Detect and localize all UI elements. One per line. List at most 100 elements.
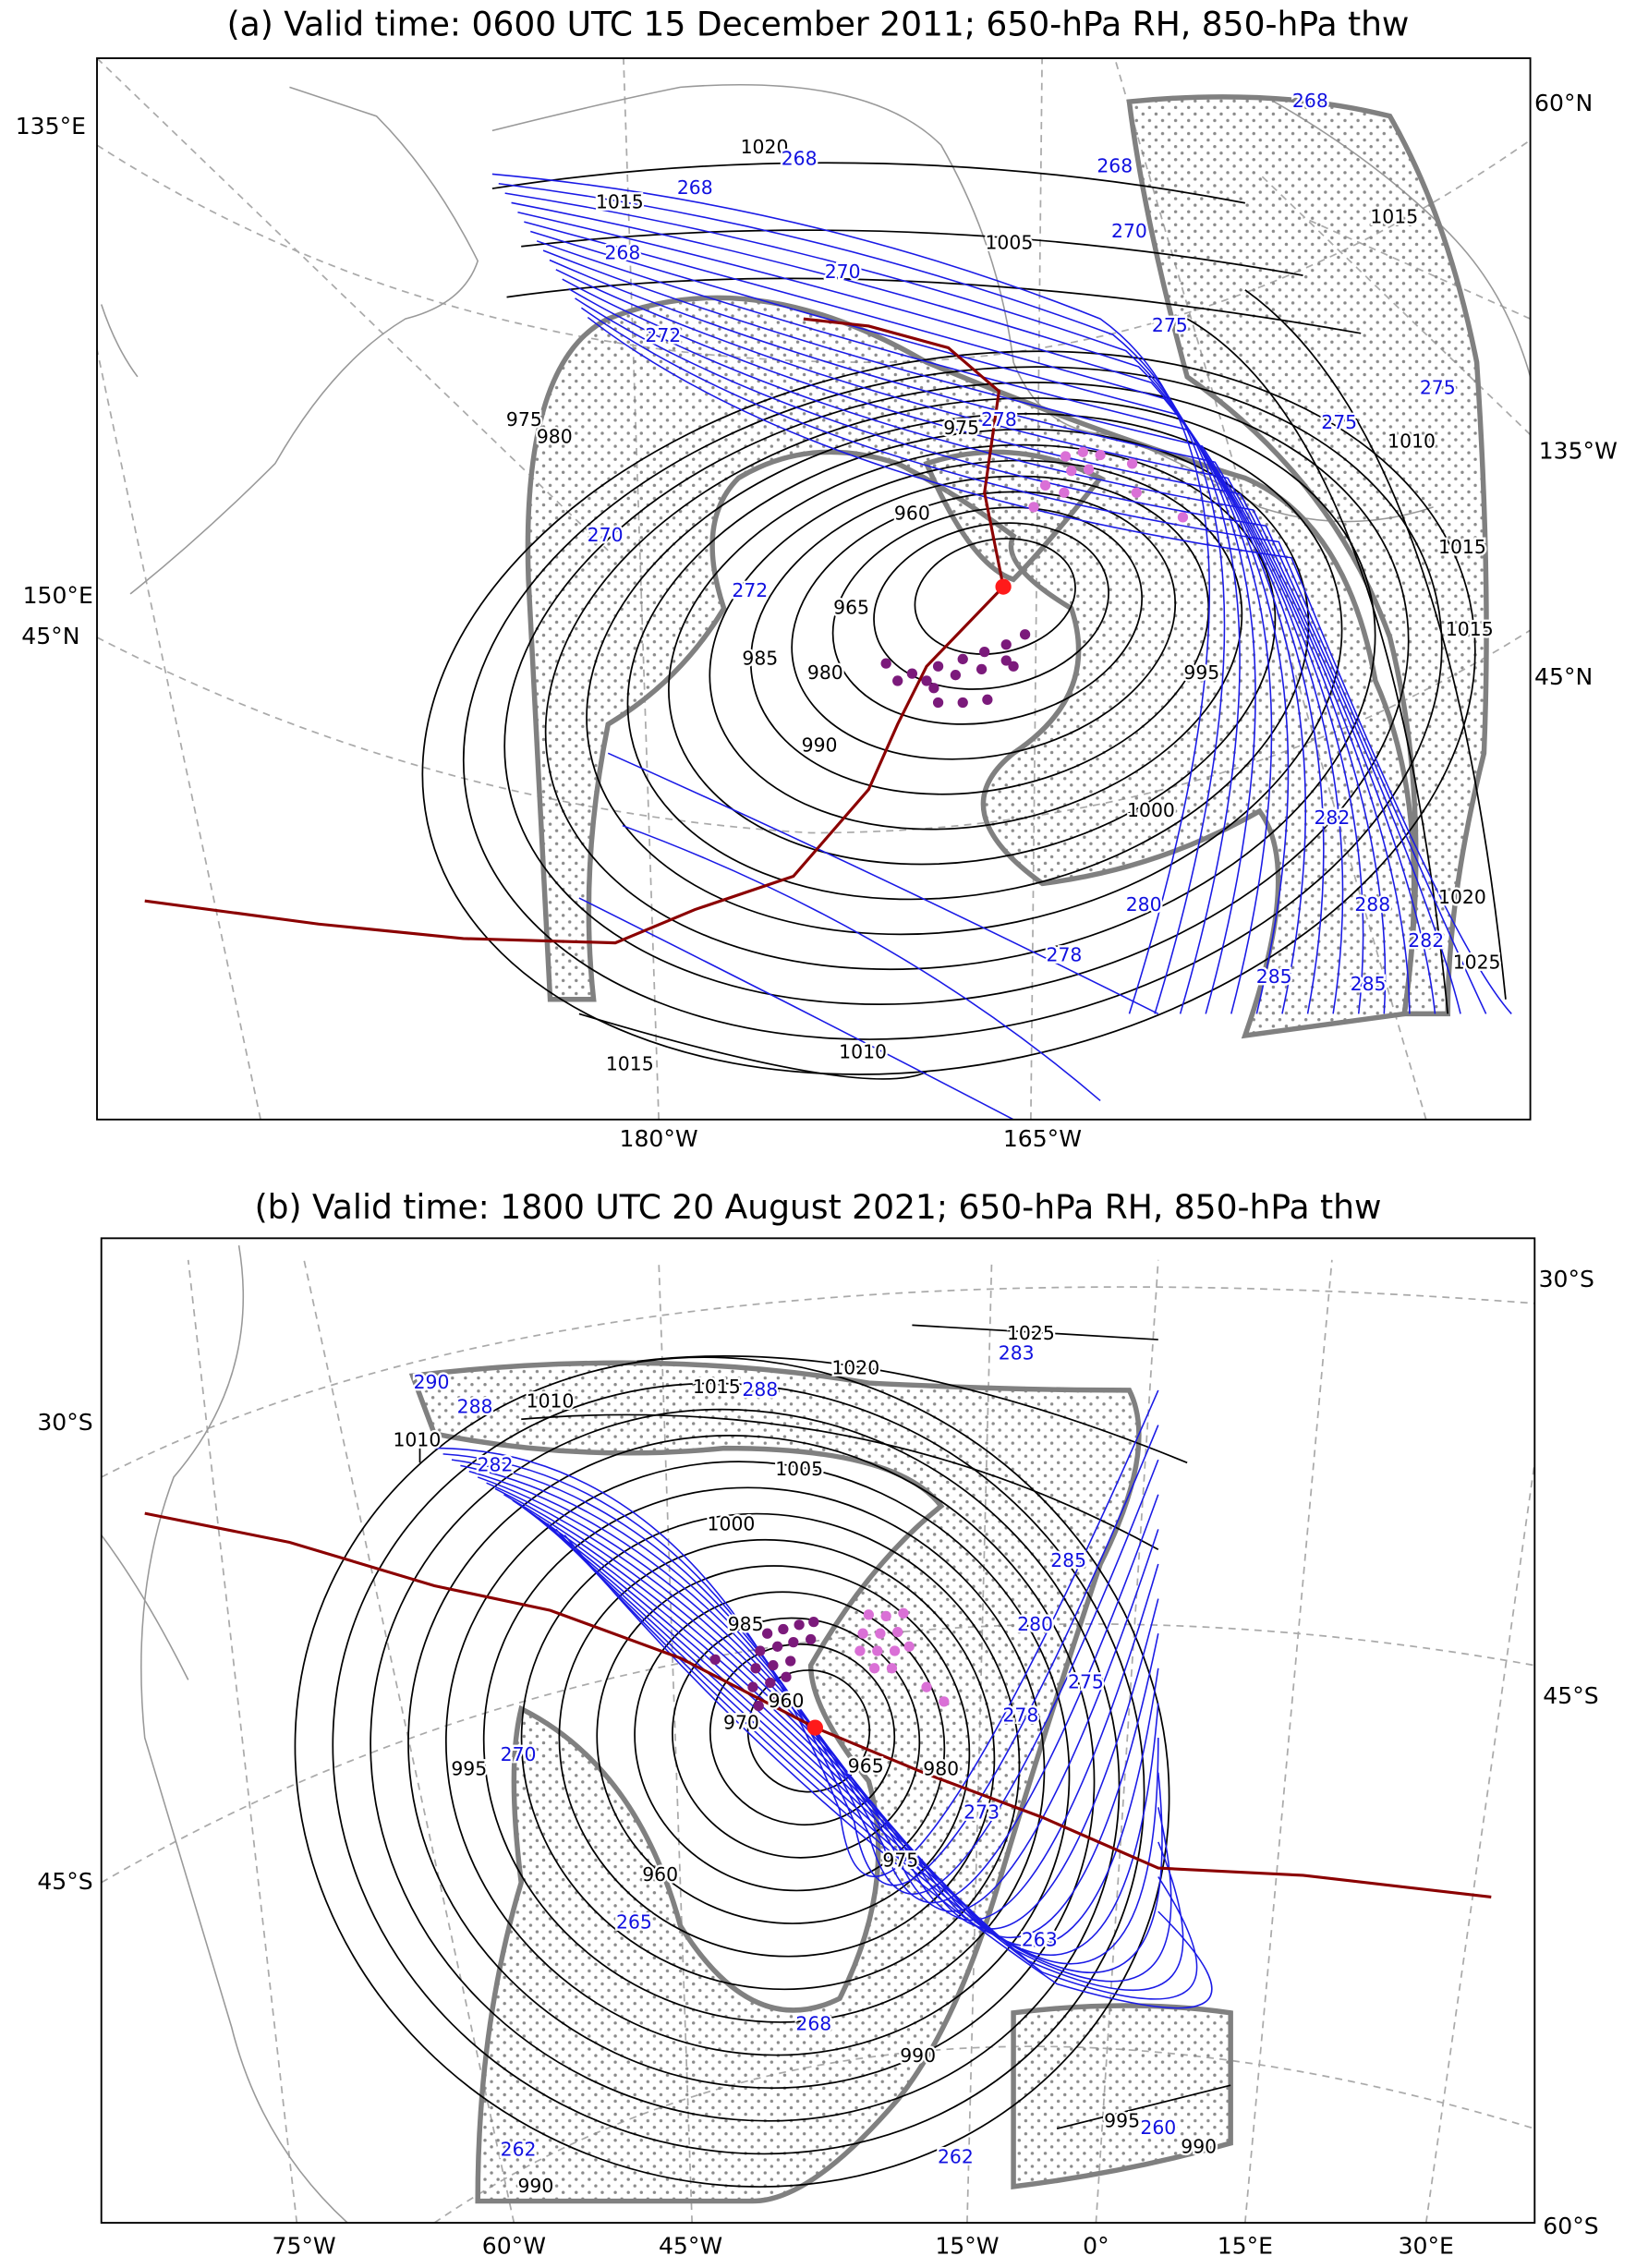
observation-dot bbox=[806, 1633, 817, 1645]
isobar bbox=[491, 162, 1246, 204]
rh-contour bbox=[1011, 2003, 1233, 2190]
observation-dot bbox=[868, 1663, 880, 1674]
lat-lon-label: 45°W bbox=[659, 2233, 722, 2260]
graticule-line bbox=[303, 1259, 515, 2224]
lat-lon-label: 15°W bbox=[935, 2233, 999, 2260]
observation-dot bbox=[1095, 449, 1106, 461]
thw-contour bbox=[503, 1494, 1159, 1947]
lat-lon-label: 30°S bbox=[1539, 1266, 1594, 1292]
observation-dot bbox=[892, 1626, 903, 1638]
isobar-label: 1015 bbox=[1438, 536, 1486, 558]
thw-label: 285 bbox=[1256, 965, 1292, 988]
isobar-label: 970 bbox=[723, 1711, 759, 1733]
lat-lon-label: 45°N bbox=[21, 623, 79, 649]
graticule-line bbox=[97, 346, 261, 1120]
observation-dot bbox=[1126, 458, 1138, 469]
thw-label: 268 bbox=[782, 148, 818, 170]
isobar-label: 985 bbox=[728, 1613, 764, 1635]
thw-label: 282 bbox=[1408, 929, 1444, 952]
thw-contour bbox=[511, 201, 1256, 1014]
thw-contour bbox=[555, 1528, 1198, 2000]
isobar-label: 975 bbox=[943, 417, 979, 439]
isobar bbox=[672, 1617, 921, 1859]
observation-dot bbox=[950, 670, 962, 681]
observation-dot bbox=[921, 675, 932, 686]
lat-lon-label: 135°E bbox=[16, 113, 86, 139]
isobar bbox=[544, 397, 1376, 971]
isobar bbox=[332, 1382, 1145, 2155]
observation-dot bbox=[765, 1677, 776, 1689]
isobar-label: 990 bbox=[517, 2175, 553, 2197]
observation-dot bbox=[1177, 512, 1189, 523]
thw-contour bbox=[442, 1425, 1159, 1886]
isobar-label: 995 bbox=[451, 1758, 487, 1780]
observation-dot bbox=[957, 697, 968, 709]
thw-label: 288 bbox=[742, 1378, 778, 1401]
isobar-label: 980 bbox=[807, 661, 843, 684]
lat-lon-label: 165°W bbox=[1003, 1125, 1082, 1152]
panel-b-map bbox=[101, 1245, 1535, 2224]
isobar-label: 1020 bbox=[1438, 886, 1486, 908]
isobar-label: 990 bbox=[1181, 2136, 1217, 2158]
isobar-label: 975 bbox=[506, 408, 542, 431]
graticule-line bbox=[1424, 1462, 1535, 2224]
graticule-line bbox=[187, 1259, 298, 2224]
thw-contour bbox=[568, 287, 1436, 1014]
thw-label: 270 bbox=[1111, 220, 1147, 242]
isobar-label: 1010 bbox=[1388, 430, 1436, 452]
observation-dot bbox=[808, 1617, 819, 1628]
isobar-label: 960 bbox=[769, 1690, 805, 1712]
isobar-label: 995 bbox=[1104, 2109, 1140, 2131]
observation-dot bbox=[1000, 639, 1012, 650]
thw-contour bbox=[491, 173, 1211, 1014]
observation-dot bbox=[875, 1628, 886, 1639]
observation-dot bbox=[976, 663, 988, 675]
coastline bbox=[101, 1534, 189, 1680]
isobar bbox=[407, 1435, 1096, 2090]
lat-lon-label: 0° bbox=[1083, 2233, 1109, 2260]
thw-contour bbox=[542, 249, 1344, 1014]
lat-lon-label: 75°W bbox=[273, 2233, 336, 2260]
isobar-label: 990 bbox=[802, 734, 838, 756]
rh-contour bbox=[408, 1360, 1142, 2204]
thw-contour bbox=[580, 307, 1487, 1014]
panel-title: (a) Valid time: 0600 UTC 15 December 201… bbox=[227, 6, 1410, 44]
observation-dot bbox=[982, 694, 993, 705]
isobar-label: 1005 bbox=[775, 1458, 823, 1480]
observation-dot bbox=[880, 658, 891, 669]
thw-contour bbox=[607, 752, 1159, 1015]
isobar-label: 1000 bbox=[708, 1513, 756, 1535]
isobar bbox=[558, 1538, 996, 1958]
thw-label: 265 bbox=[616, 1911, 652, 1934]
isobar bbox=[482, 1486, 1046, 2023]
isobar bbox=[596, 1565, 971, 1924]
observation-dot bbox=[903, 1641, 915, 1652]
thw-contour bbox=[555, 269, 1387, 1014]
thw-contour bbox=[546, 1522, 1184, 1991]
isobar-label: 1015 bbox=[596, 191, 644, 213]
thw-label: 272 bbox=[645, 324, 681, 346]
thw-label: 268 bbox=[795, 2012, 831, 2034]
observation-dot bbox=[1028, 502, 1039, 513]
thw-label: 288 bbox=[1354, 893, 1390, 916]
thw-label: 275 bbox=[1321, 411, 1357, 433]
thw-contour bbox=[477, 1476, 1159, 1922]
observation-dot bbox=[898, 1607, 909, 1619]
isobar-label: 1010 bbox=[839, 1041, 887, 1063]
thw-label: 268 bbox=[677, 176, 713, 199]
thw-label: 262 bbox=[938, 2146, 974, 2168]
cyclone-center bbox=[995, 578, 1012, 595]
isobar bbox=[294, 1356, 1170, 2188]
humid-region bbox=[527, 297, 1414, 1036]
thw-label: 278 bbox=[981, 408, 1017, 431]
humid-region bbox=[1129, 96, 1487, 1014]
isobar-label: 990 bbox=[900, 2044, 936, 2067]
isobar-label: 980 bbox=[923, 1758, 959, 1780]
isobar bbox=[831, 506, 1144, 725]
observation-dot bbox=[939, 1696, 950, 1707]
thw-contour bbox=[434, 1389, 1159, 1878]
isobar-label: 1015 bbox=[606, 1052, 654, 1074]
observation-dot bbox=[921, 1681, 932, 1692]
lat-lon-label: 60°W bbox=[482, 2233, 546, 2260]
